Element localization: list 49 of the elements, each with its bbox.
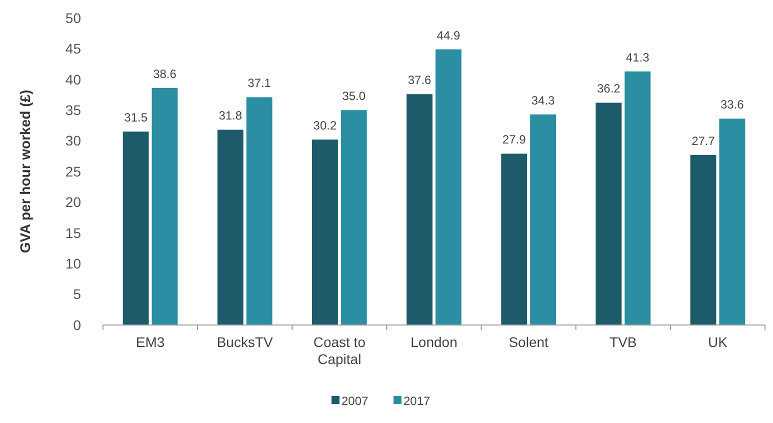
- y-axis-title: GVA per hour worked (£): [17, 90, 33, 254]
- data-label: 31.5: [124, 110, 148, 125]
- bar: [246, 97, 272, 325]
- y-tick-label: 30: [65, 132, 82, 149]
- legend-label: 2007: [342, 394, 369, 408]
- data-label: 35.0: [342, 89, 366, 104]
- x-tick-label: Coast to Capital: [313, 334, 366, 367]
- bar: [436, 49, 462, 325]
- bar: [340, 110, 367, 325]
- bar: [690, 154, 716, 325]
- data-label: 37.1: [248, 76, 272, 90]
- bar: [624, 71, 651, 325]
- data-label: 38.6: [153, 66, 177, 81]
- bar: [719, 118, 746, 325]
- data-label: 27.7: [692, 134, 716, 148]
- bar: [122, 132, 149, 325]
- y-tick-label: 25: [65, 163, 82, 180]
- legend-label: 2017: [404, 394, 431, 408]
- data-label: 33.6: [720, 98, 744, 112]
- bar: [406, 94, 432, 325]
- data-label: 34.3: [531, 93, 556, 108]
- y-tick-label: 10: [65, 256, 82, 272]
- bar: [152, 88, 178, 325]
- y-tick-label: 20: [65, 194, 82, 210]
- y-tick-label: 40: [65, 71, 82, 88]
- bar: [501, 154, 528, 325]
- y-tick-label: 15: [65, 224, 82, 241]
- x-tick-label: London: [410, 334, 458, 350]
- data-label: 36.2: [597, 82, 621, 96]
- x-tick-label: EM3: [136, 334, 165, 350]
- y-tick-label: 0: [73, 316, 82, 333]
- data-label: 44.9: [436, 28, 460, 42]
- y-tick-label: 50: [65, 10, 82, 26]
- y-tick-label: 45: [65, 40, 82, 57]
- data-label: 27.9: [502, 132, 526, 147]
- x-tick-label: Solent: [508, 334, 549, 350]
- bar: [312, 140, 338, 325]
- data-label: 31.8: [218, 108, 242, 123]
- y-tick-label: 5: [73, 286, 82, 302]
- bar: [217, 130, 244, 325]
- x-tick-label: BucksTV: [216, 334, 274, 350]
- data-label: 37.6: [408, 73, 432, 88]
- x-tick-label: UK: [708, 334, 728, 350]
- bar: [596, 102, 622, 325]
- y-tick-label: 35: [65, 102, 82, 118]
- data-label: 30.2: [313, 118, 337, 133]
- bar: [530, 114, 556, 325]
- data-label: 41.3: [626, 50, 650, 64]
- x-tick-label: TVB: [610, 334, 637, 350]
